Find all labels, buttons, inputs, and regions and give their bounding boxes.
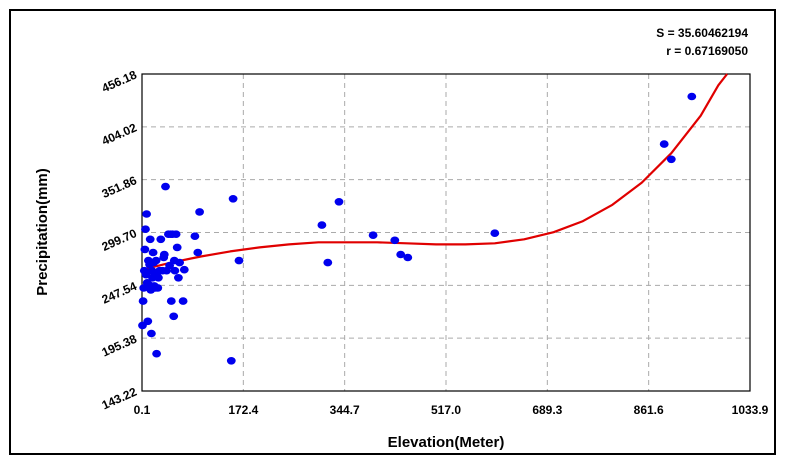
data-point bbox=[172, 243, 182, 252]
y-tick-label: 299.70 bbox=[100, 226, 140, 254]
data-point bbox=[154, 274, 163, 282]
y-tick-label: 247.54 bbox=[100, 279, 140, 307]
data-point bbox=[390, 236, 400, 245]
data-point bbox=[170, 266, 180, 275]
data-point bbox=[317, 221, 327, 229]
data-point bbox=[153, 284, 163, 292]
data-point bbox=[145, 235, 155, 244]
x-tick-label: 517.0 bbox=[431, 403, 461, 417]
x-tick-label: 172.4 bbox=[228, 403, 258, 417]
data-point bbox=[166, 297, 176, 305]
outer-border bbox=[9, 9, 776, 455]
data-point bbox=[141, 225, 150, 233]
data-point bbox=[152, 349, 162, 358]
data-point bbox=[171, 230, 181, 238]
data-point bbox=[228, 195, 238, 203]
y-tick-labels: 143.22195.38247.54299.70351.86404.02456.… bbox=[100, 67, 140, 412]
data-points bbox=[138, 92, 697, 365]
data-point bbox=[140, 245, 150, 254]
data-point bbox=[234, 256, 244, 265]
data-point bbox=[334, 198, 344, 206]
data-point bbox=[159, 250, 169, 259]
grid-lines bbox=[142, 74, 750, 391]
data-point bbox=[403, 253, 413, 262]
data-point bbox=[490, 229, 500, 237]
data-point bbox=[138, 297, 148, 305]
data-point bbox=[151, 256, 161, 265]
x-tick-labels: 0.1 172.4 344.7 517.0 689.3 861.6 1033.9 bbox=[134, 403, 769, 417]
data-point bbox=[226, 357, 236, 365]
data-point bbox=[368, 231, 378, 239]
data-point bbox=[175, 258, 185, 267]
fit-curve-line bbox=[141, 73, 728, 271]
y-tick-label: 195.38 bbox=[100, 332, 140, 360]
data-point bbox=[659, 140, 669, 148]
x-tick-label: 0.1 bbox=[134, 403, 151, 417]
x-axis-title: Elevation(Meter) bbox=[388, 434, 505, 451]
data-point bbox=[161, 182, 170, 191]
y-axis-title: Precipitation(mm) bbox=[34, 168, 51, 296]
data-point bbox=[396, 250, 406, 259]
data-point bbox=[193, 248, 203, 257]
data-point bbox=[179, 265, 189, 274]
r-statistic: r = 0.67169050 bbox=[666, 44, 748, 58]
data-point bbox=[666, 155, 676, 164]
data-point bbox=[178, 297, 188, 305]
data-point bbox=[169, 312, 179, 321]
x-tick-label: 1033.9 bbox=[732, 403, 769, 417]
data-point bbox=[687, 92, 697, 101]
data-point bbox=[174, 274, 183, 282]
s-statistic: S = 35.60462194 bbox=[656, 26, 748, 40]
fit-curve bbox=[141, 73, 728, 271]
x-tick-label: 344.7 bbox=[330, 403, 360, 417]
plot-area bbox=[141, 73, 751, 392]
y-tick-label: 456.18 bbox=[100, 67, 140, 95]
data-point bbox=[148, 248, 158, 257]
data-point bbox=[323, 258, 333, 267]
data-point bbox=[142, 210, 152, 218]
data-point bbox=[195, 208, 205, 216]
data-point bbox=[143, 317, 153, 326]
data-point bbox=[156, 235, 166, 244]
y-tick-label: 351.86 bbox=[100, 173, 140, 201]
y-tick-label: 404.02 bbox=[100, 120, 140, 148]
data-point bbox=[190, 232, 200, 240]
data-point bbox=[147, 329, 156, 338]
x-tick-label: 861.6 bbox=[634, 403, 664, 417]
x-tick-label: 689.3 bbox=[532, 403, 562, 417]
